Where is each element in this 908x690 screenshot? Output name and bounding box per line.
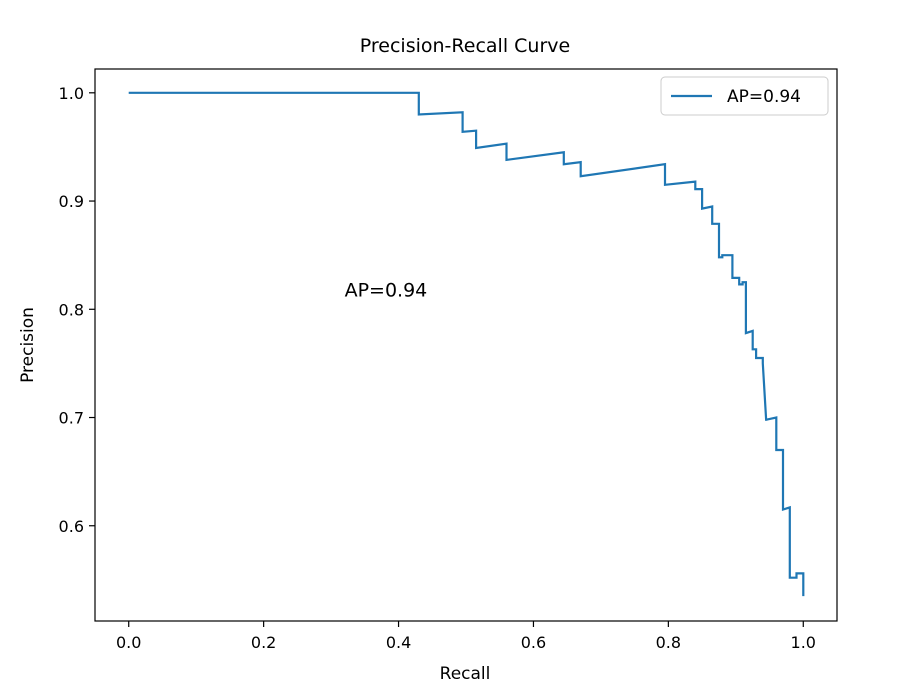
plot-area: 0.0 0.2 0.4 0.6 0.8 1.0 0.6 0.7 0.8 0.9 1.0 AP=0.…: [59, 68, 838, 652]
x-tick-label: 0.4: [386, 633, 411, 652]
x-axis-ticks: 0.0 0.2 0.4 0.6 0.8 1.0: [116, 621, 816, 652]
legend: AP=0.94: [660, 76, 829, 116]
series-line: [128, 91, 805, 597]
curve-layer: [128, 91, 805, 597]
x-axis-label: Recall: [440, 664, 491, 684]
ap-annotation: AP=0.94: [345, 279, 428, 301]
x-tick-label: 0.0: [116, 633, 141, 652]
y-axis-ticks: 0.6 0.7 0.8 0.9 1.0: [59, 84, 95, 536]
y-tick-label: 0.9: [59, 192, 84, 211]
x-tick-label: 1.0: [791, 633, 816, 652]
y-tick-label: 0.8: [59, 300, 84, 319]
x-tick-label: 0.8: [656, 633, 681, 652]
legend-box: [660, 76, 829, 116]
y-tick-label: 1.0: [59, 84, 84, 103]
y-tick-label: 0.6: [59, 517, 84, 536]
x-tick-label: 0.2: [251, 633, 276, 652]
y-axis-label: Precision: [18, 307, 38, 383]
x-tick-label: 0.6: [521, 633, 546, 652]
legend-label: AP=0.94: [727, 87, 801, 107]
axes-frame: [94, 68, 838, 622]
chart-title: Precision-Recall Curve: [360, 35, 570, 57]
y-tick-label: 0.7: [59, 409, 84, 428]
